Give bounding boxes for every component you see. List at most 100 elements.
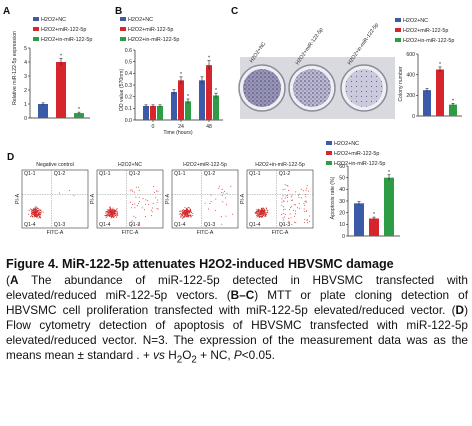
flow-event <box>260 209 262 211</box>
flow-axis-x-label: FITC-A <box>122 230 139 236</box>
flow-event <box>220 216 222 217</box>
flow-event <box>185 211 187 213</box>
flow-event <box>294 210 296 212</box>
flow-plot-frame <box>171 169 239 229</box>
flow-event <box>282 195 284 197</box>
flow-event <box>298 203 300 205</box>
flow-event <box>260 211 262 213</box>
flow-event <box>38 215 40 218</box>
flow-event <box>261 216 264 218</box>
flow-event <box>37 207 39 210</box>
flow-event <box>109 206 111 208</box>
flow-event <box>215 209 217 211</box>
flow-event <box>136 205 138 207</box>
significance-star: * <box>215 88 217 94</box>
flow-event <box>218 187 220 189</box>
flow-event <box>180 213 182 215</box>
bar-b-0-2 <box>157 106 163 120</box>
flow-event <box>151 215 153 217</box>
flow-event <box>286 196 288 198</box>
flow-event <box>224 197 226 199</box>
flow-event <box>133 215 135 217</box>
quadrant-label: Q1-3 <box>54 222 66 228</box>
bar-a-1 <box>56 62 66 118</box>
flow-event <box>281 198 283 200</box>
flow-event <box>304 218 306 220</box>
flow-event <box>305 201 307 203</box>
flow-event <box>31 208 33 210</box>
flow-event <box>304 204 306 206</box>
flow-axis-y-label: PI-A <box>240 193 246 204</box>
flow-event <box>157 199 159 201</box>
flow-event <box>138 196 140 198</box>
flow-event <box>190 216 192 218</box>
flow-event <box>112 213 114 215</box>
flow-event <box>265 212 267 214</box>
flow-event <box>186 212 189 215</box>
flow-event <box>138 186 140 188</box>
flow-event <box>39 209 41 211</box>
flow-event <box>294 213 296 215</box>
flow-event <box>188 207 190 209</box>
bar-c-1 <box>436 69 444 116</box>
flow-event <box>73 195 75 197</box>
quadrant-label: Q1-1 <box>99 171 111 177</box>
flow-event <box>144 216 146 217</box>
flow-event <box>112 215 114 217</box>
quadrant-label: Q1-3 <box>204 222 216 228</box>
flow-event <box>36 209 38 211</box>
flow-event <box>264 210 266 212</box>
flow-event <box>293 209 294 211</box>
flow-event <box>130 221 132 223</box>
quadrant-label: Q1-2 <box>204 171 216 177</box>
y-tick-label: 60 <box>339 164 345 170</box>
flow-event <box>112 216 114 218</box>
flow-event <box>291 224 293 226</box>
significance-star: * <box>373 212 375 218</box>
flow-event <box>135 217 137 219</box>
flow-event <box>35 205 37 207</box>
flow-event <box>35 207 37 209</box>
significance-star: * <box>78 107 80 113</box>
flow-event <box>189 208 191 210</box>
flow-axis-x-label: FITC-A <box>197 230 214 236</box>
flow-event <box>259 211 261 213</box>
flow-event <box>258 214 260 216</box>
flow-event <box>132 190 134 192</box>
flow-event <box>38 214 40 216</box>
flow-event <box>210 201 212 203</box>
flow-event <box>37 217 39 219</box>
quadrant-label: Q1-2 <box>129 171 141 177</box>
flow-event <box>215 198 217 200</box>
legend-swatch-mimic <box>395 28 401 32</box>
flow-event <box>264 209 266 211</box>
flow-event <box>28 213 30 215</box>
flow-event <box>106 210 108 213</box>
flow-event <box>258 216 260 219</box>
flow-event <box>36 210 38 212</box>
flow-event <box>303 208 305 210</box>
flow-event <box>287 185 289 187</box>
flow-event <box>148 204 150 205</box>
flow-event <box>256 214 258 216</box>
flow-event <box>156 202 158 204</box>
flow-event <box>113 210 116 212</box>
flow-event <box>30 215 32 217</box>
flow-event <box>290 199 292 201</box>
flow-event <box>288 220 290 222</box>
flow-event <box>108 214 110 216</box>
flow-event <box>206 224 208 226</box>
flow-event <box>305 194 307 195</box>
quadrant-label: Q1-1 <box>249 171 261 177</box>
flow-event <box>110 210 112 212</box>
flow-event <box>230 185 232 187</box>
flow-event <box>144 209 145 211</box>
flow-event <box>113 216 115 218</box>
flow-event <box>113 214 115 216</box>
flow-plot-frame <box>21 169 89 229</box>
flow-event <box>306 187 308 189</box>
flow-event <box>33 215 36 217</box>
quadrant-label: Q1-4 <box>24 222 36 228</box>
y-tick-label: 400 <box>406 72 415 78</box>
flow-event <box>264 211 266 213</box>
